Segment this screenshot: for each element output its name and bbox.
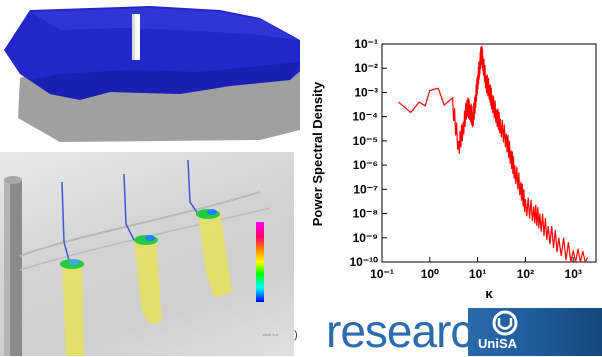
paren-text: ) — [294, 329, 298, 341]
x-tick-label: 10⁰ — [421, 267, 439, 281]
small-caption: ~~~ ~~ — [262, 333, 278, 339]
psd-series-line — [398, 46, 587, 262]
unisa-logo-box: UniSA — [468, 308, 602, 356]
y-axis-label: Power Spectral Density — [310, 81, 325, 226]
colorbar — [256, 222, 264, 302]
y-tick-label: 10⁻³ — [354, 85, 378, 99]
plume-3 — [196, 209, 232, 298]
y-tick-label: 10⁻⁹ — [353, 231, 378, 245]
unisa-label: UniSA — [478, 336, 517, 351]
y-tick-label: 10⁻⁸ — [353, 207, 378, 221]
x-tick-label: 10² — [517, 267, 534, 281]
psd-chart: 10⁻¹ 10⁻² 10⁻³ 10⁻⁴ 10⁻⁵ 10⁻⁶ 10⁻⁷ 10⁻⁸ 10⁻⁹ 10⁻¹… — [300, 28, 602, 306]
simulation-figure — [0, 152, 294, 356]
y-tick-label: 10⁻² — [354, 61, 378, 75]
plume-2 — [134, 235, 162, 324]
y-tick-label: 10⁻⁷ — [353, 182, 378, 196]
x-axis-label: κ — [485, 286, 493, 301]
x-tick-label: 10¹ — [469, 267, 486, 281]
x-tick-label: 10³ — [565, 267, 582, 281]
y-tick-label: 10⁻⁶ — [353, 158, 378, 172]
plume-1 — [60, 259, 84, 356]
plot-frame — [382, 44, 596, 262]
surface-3d-figure — [0, 0, 320, 152]
y-tick-label: 10⁻⁵ — [353, 134, 378, 148]
y-tick-label: 10⁻⁴ — [352, 110, 378, 124]
x-tick-label: 10⁻¹ — [370, 267, 394, 281]
unisa-crest-icon — [488, 310, 522, 336]
y-tick-label: 10⁻¹ — [354, 37, 378, 51]
